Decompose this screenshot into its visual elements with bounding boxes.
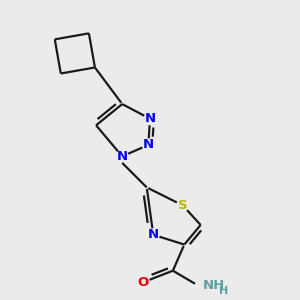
Text: N: N bbox=[117, 150, 128, 163]
Text: N: N bbox=[144, 112, 156, 125]
Text: N: N bbox=[143, 138, 154, 152]
Text: N: N bbox=[148, 228, 159, 241]
Text: O: O bbox=[138, 276, 149, 289]
Text: H: H bbox=[219, 286, 228, 296]
Text: S: S bbox=[178, 199, 188, 212]
Text: NH: NH bbox=[202, 279, 224, 292]
